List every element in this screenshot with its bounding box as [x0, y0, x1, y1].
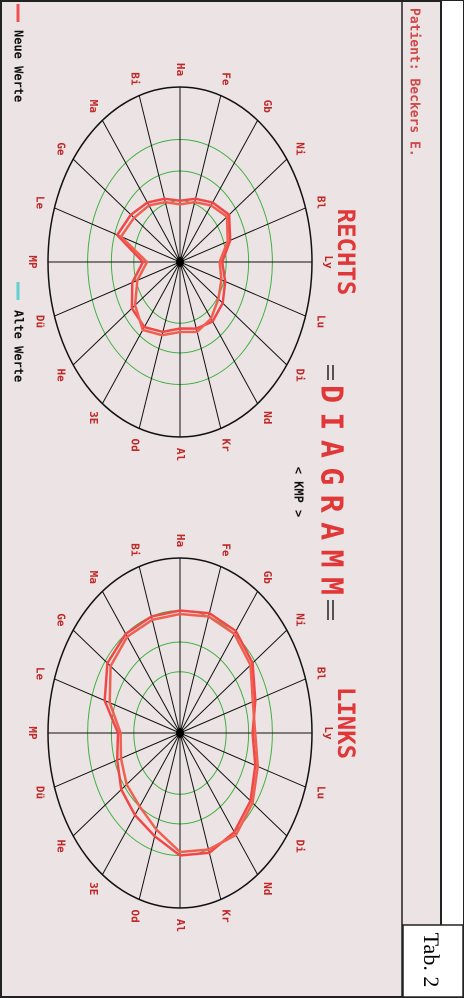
- spoke: [101, 120, 181, 263]
- legend-label: Alte Werte: [12, 310, 26, 382]
- axis-label: Le: [33, 196, 46, 210]
- axis-label: Di: [294, 840, 307, 854]
- spoke: [72, 261, 181, 366]
- axis-label: Bl: [315, 667, 328, 680]
- spoke: [54, 678, 181, 734]
- spoke: [179, 120, 259, 263]
- spoke: [179, 95, 222, 263]
- axis-label: Gb: [261, 571, 274, 585]
- axis-label: He: [54, 840, 67, 854]
- diagram-title: LINKS: [332, 687, 360, 759]
- axis-label: MP: [26, 255, 39, 269]
- axis-label: Kr: [220, 909, 233, 923]
- spoke: [179, 261, 259, 404]
- axis-label: Nd: [261, 882, 274, 895]
- axis-label: Di: [294, 369, 307, 383]
- axis-label: Bl: [315, 196, 328, 209]
- spoke: [179, 158, 288, 263]
- axis-label: Ni: [294, 142, 307, 156]
- axis-label: Ha: [174, 534, 187, 547]
- spoke: [179, 732, 306, 788]
- axis-label: Nd: [261, 411, 274, 424]
- diagram-title: RECHTS: [332, 209, 360, 296]
- axis-label: Lu: [315, 786, 328, 799]
- subtitle: < KMP >: [292, 467, 306, 518]
- spoke: [179, 732, 222, 900]
- spoke: [101, 732, 181, 875]
- spoke: [179, 732, 259, 875]
- axis-label: 3E: [87, 882, 100, 895]
- value-line: [119, 200, 229, 337]
- value-line: [108, 612, 260, 854]
- spoke: [72, 158, 181, 263]
- spoke: [138, 566, 181, 734]
- axis-label: Al: [174, 919, 187, 932]
- caption: Tab. 2: [419, 933, 444, 988]
- spoke: [179, 261, 222, 429]
- axis-label: Le: [33, 667, 46, 681]
- legend-label: Neue Werte: [12, 30, 26, 102]
- axis-label: Ma: [87, 571, 100, 584]
- patient: Patient: Beckers E.: [407, 8, 422, 157]
- axis-label: Dü: [33, 786, 46, 799]
- center-dot: [176, 257, 184, 267]
- caption-box: [402, 924, 464, 998]
- axis-label: Kr: [220, 438, 233, 452]
- spoke: [179, 591, 259, 734]
- spoke: [138, 95, 181, 263]
- axis-label: Ly: [322, 726, 335, 740]
- axis-label: Fe: [220, 72, 233, 86]
- axis-label: Ly: [322, 255, 335, 269]
- spoke: [138, 732, 181, 900]
- axis-label: He: [54, 369, 67, 383]
- spoke: [179, 732, 288, 837]
- spoke: [101, 261, 181, 404]
- spoke: [179, 629, 288, 734]
- axis-label: Od: [128, 909, 141, 922]
- axis-label: Ni: [294, 613, 307, 627]
- axis-label: Ge: [54, 142, 67, 156]
- spoke: [179, 261, 288, 366]
- spoke: [179, 566, 222, 734]
- axis-label: Gb: [261, 100, 274, 114]
- axis-label: Fe: [220, 543, 233, 557]
- axis-label: Ha: [174, 63, 187, 76]
- axis-label: Al: [174, 448, 187, 461]
- spoke: [179, 678, 306, 734]
- spoke: [54, 261, 181, 317]
- top-margin: [441, 1, 463, 997]
- spoke: [72, 629, 181, 734]
- axis-label: Lu: [315, 315, 328, 328]
- axis-label: Ge: [54, 613, 67, 627]
- spoke: [138, 261, 181, 429]
- axis-label: Bi: [128, 543, 141, 557]
- center-dot: [176, 728, 184, 738]
- spoke: [101, 591, 181, 734]
- spoke: [179, 207, 306, 263]
- axis-label: Bi: [128, 72, 141, 86]
- spoke: [179, 261, 306, 317]
- axis-label: MP: [26, 726, 39, 740]
- axis-label: 3E: [87, 411, 100, 424]
- axis-label: Dü: [33, 315, 46, 328]
- axis-label: Ma: [87, 100, 100, 113]
- axis-label: Od: [128, 438, 141, 451]
